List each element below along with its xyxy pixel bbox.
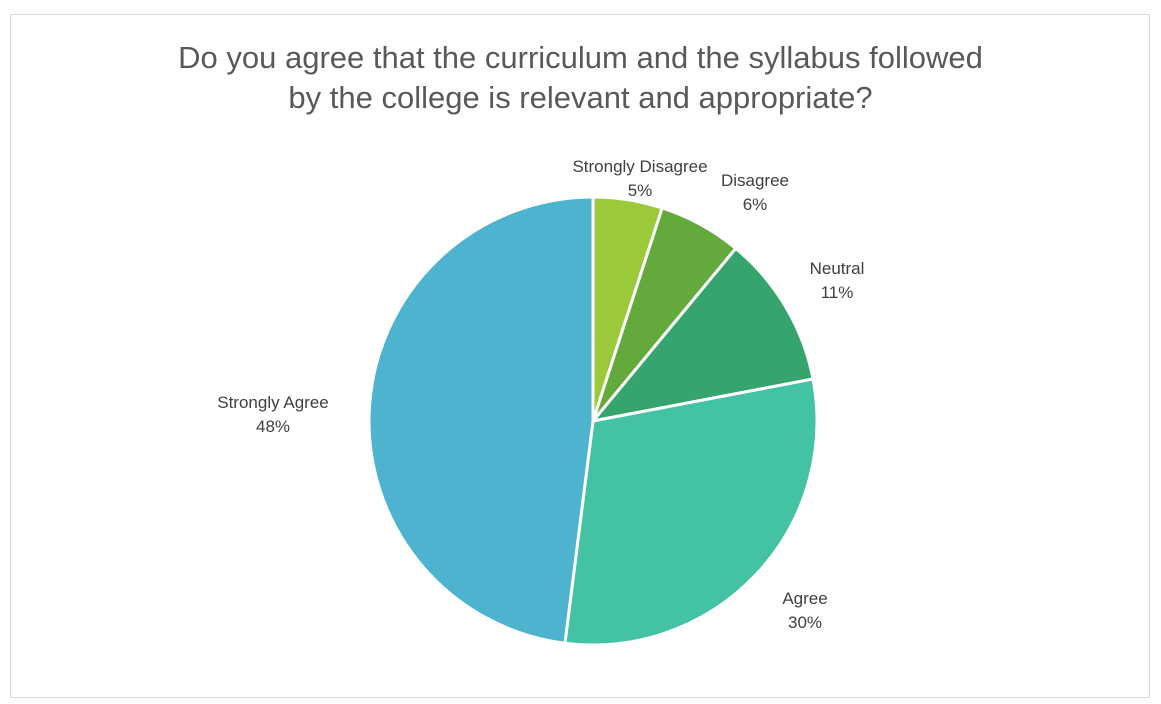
slice-label-value: 6% [743, 195, 768, 214]
chart-title-line-2: by the college is relevant and appropria… [288, 80, 873, 115]
pie-slice-agree [563, 377, 819, 647]
slice-label-value: 5% [628, 181, 653, 200]
slice-label-value: 30% [788, 613, 822, 632]
chart-title-line-1: Do you agree that the curriculum and the… [178, 40, 983, 75]
pie-slices [367, 195, 819, 647]
slice-label-category: Disagree [721, 171, 789, 190]
slice-label-category: Neutral [810, 259, 865, 278]
slice-label-category: Strongly Disagree [572, 157, 707, 176]
slice-label-value: 11% [821, 283, 854, 302]
slice-label-category: Agree [782, 589, 827, 608]
slice-label-category: Strongly Agree [217, 393, 329, 412]
chart-title: Do you agree that the curriculum and the… [0, 38, 1161, 118]
pie-slice-strongly-agree [367, 195, 595, 645]
slice-label-value: 48% [256, 417, 290, 436]
pie-labels: Strongly Disagree 5% Disagree 6% Neutral 11% A… [217, 157, 864, 632]
pie-slice-neutral [591, 246, 815, 423]
